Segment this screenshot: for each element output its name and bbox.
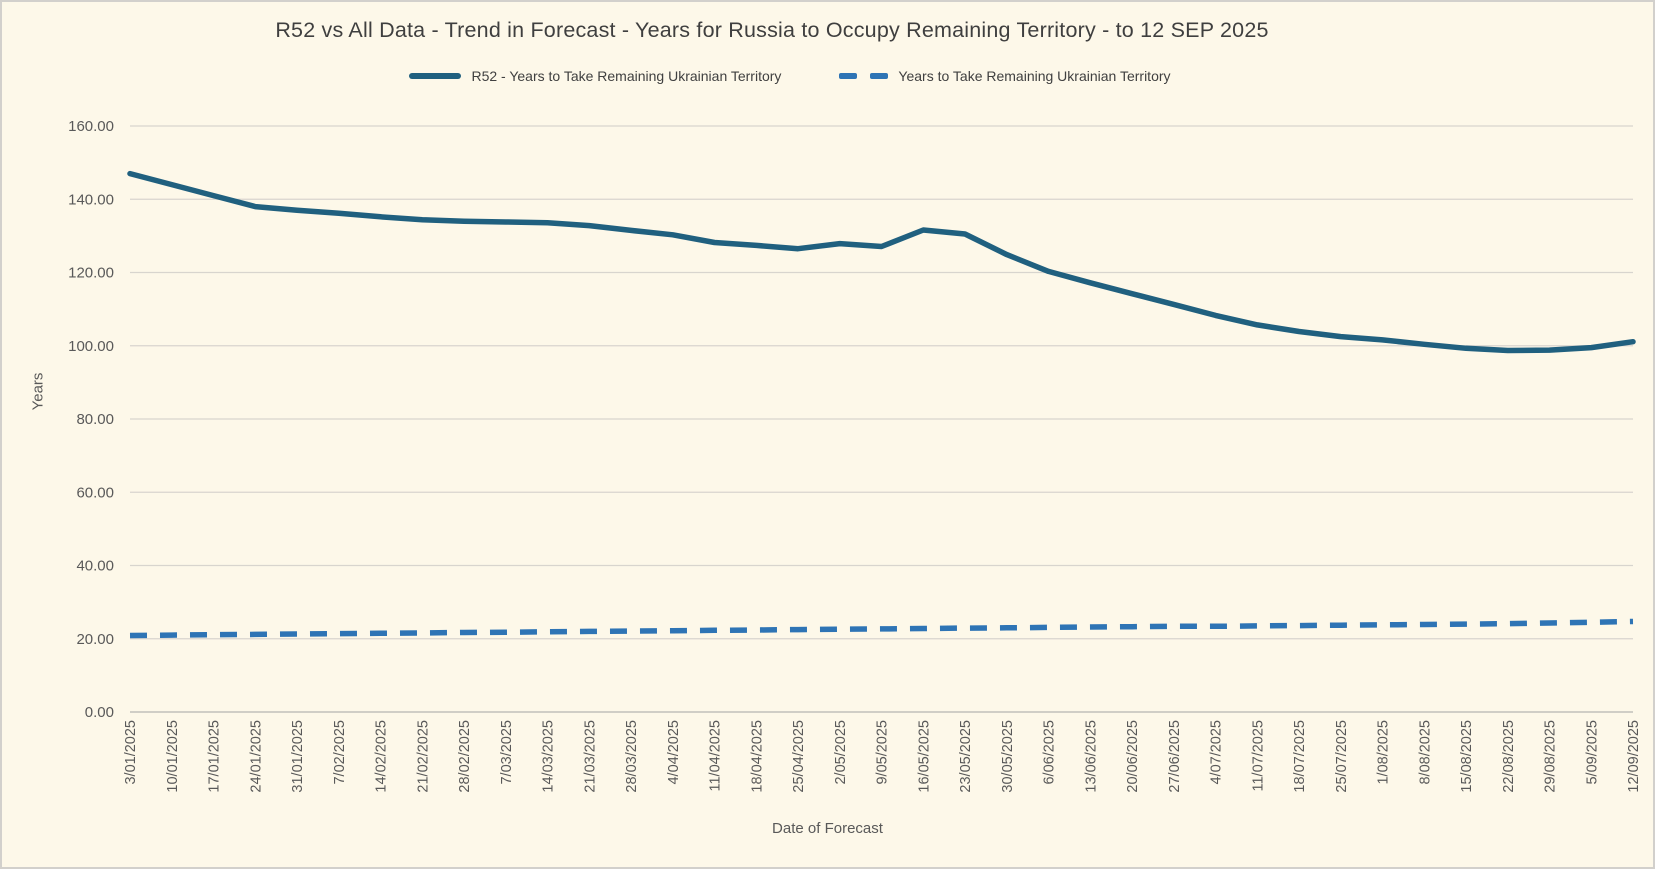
y-tick-label: 40.00 <box>76 558 114 575</box>
chart-legend: R52 - Years to Take Remaining Ukrainian … <box>2 68 1578 84</box>
x-tick-label: 27/06/2025 <box>1167 720 1183 793</box>
x-tick-label: 1/08/2025 <box>1376 720 1392 785</box>
x-tick-label: 9/05/2025 <box>875 720 891 785</box>
y-tick-label: 120.00 <box>68 265 114 282</box>
x-tick-label: 8/08/2025 <box>1417 720 1433 785</box>
x-tick-label: 10/01/2025 <box>165 720 181 793</box>
x-tick-label: 4/07/2025 <box>1209 720 1225 785</box>
x-tick-label: 22/08/2025 <box>1501 720 1517 793</box>
x-tick-label: 28/03/2025 <box>624 720 640 793</box>
x-tick-label: 11/04/2025 <box>708 720 724 792</box>
x-tick-label: 18/04/2025 <box>749 720 765 793</box>
x-tick-label: 17/01/2025 <box>207 720 223 793</box>
y-tick-label: 80.00 <box>76 411 114 428</box>
x-tick-label: 14/02/2025 <box>374 720 390 793</box>
series-line-alldata <box>129 618 1634 639</box>
x-tick-label: 11/07/2025 <box>1250 720 1266 792</box>
x-tick-label: 5/09/2025 <box>1584 720 1600 785</box>
legend-item-r52: R52 - Years to Take Remaining Ukrainian … <box>409 68 781 84</box>
y-tick-label: 160.00 <box>68 118 114 135</box>
x-tick-label: 21/03/2025 <box>582 720 598 793</box>
x-tick-label: 4/04/2025 <box>666 720 682 785</box>
x-tick-label: 7/03/2025 <box>499 720 515 785</box>
x-tick-label: 13/06/2025 <box>1083 720 1099 793</box>
series-line-r52 <box>127 170 1636 354</box>
legend-item-alldata: Years to Take Remaining Ukrainian Territ… <box>839 68 1171 84</box>
x-tick-label: 31/01/2025 <box>290 720 306 793</box>
y-tick-label: 20.00 <box>76 631 114 648</box>
chart-title: R52 vs All Data - Trend in Forecast - Ye… <box>275 18 1269 42</box>
x-tick-label: 29/08/2025 <box>1543 720 1559 793</box>
x-tick-label: 23/05/2025 <box>958 720 974 793</box>
legend-label-alldata: Years to Take Remaining Ukrainian Territ… <box>898 68 1171 84</box>
legend-label-r52: R52 - Years to Take Remaining Ukrainian … <box>471 68 782 84</box>
x-tick-label: 16/05/2025 <box>916 720 932 793</box>
y-tick-label: 100.00 <box>68 338 114 355</box>
x-tick-label: 25/07/2025 <box>1334 720 1350 793</box>
x-tick-label: 6/06/2025 <box>1042 720 1058 785</box>
x-tick-label: 3/01/2025 <box>123 720 139 785</box>
y-axis-title: Years <box>29 372 47 411</box>
x-tick-label: 15/08/2025 <box>1459 720 1475 793</box>
x-tick-label: 14/03/2025 <box>541 720 557 793</box>
y-tick-label: 0.00 <box>85 704 114 721</box>
dashed-line-swatch-icon <box>839 73 889 79</box>
x-tick-label: 28/02/2025 <box>457 720 473 793</box>
x-tick-label: 18/07/2025 <box>1292 720 1308 793</box>
x-tick-label: 24/01/2025 <box>248 720 264 793</box>
x-tick-label: 20/06/2025 <box>1125 720 1141 793</box>
x-axis-title: Date of Forecast <box>772 820 883 837</box>
solid-line-swatch-icon <box>409 73 462 79</box>
y-tick-label: 140.00 <box>68 191 114 208</box>
x-tick-label: 12/09/2025 <box>1626 720 1642 793</box>
x-tick-label: 25/04/2025 <box>791 720 807 793</box>
x-tick-label: 21/02/2025 <box>415 720 431 793</box>
x-tick-label: 7/02/2025 <box>332 720 348 785</box>
x-tick-label: 2/05/2025 <box>833 720 849 785</box>
x-tick-label: 30/05/2025 <box>1000 720 1016 793</box>
y-tick-label: 60.00 <box>76 484 114 501</box>
